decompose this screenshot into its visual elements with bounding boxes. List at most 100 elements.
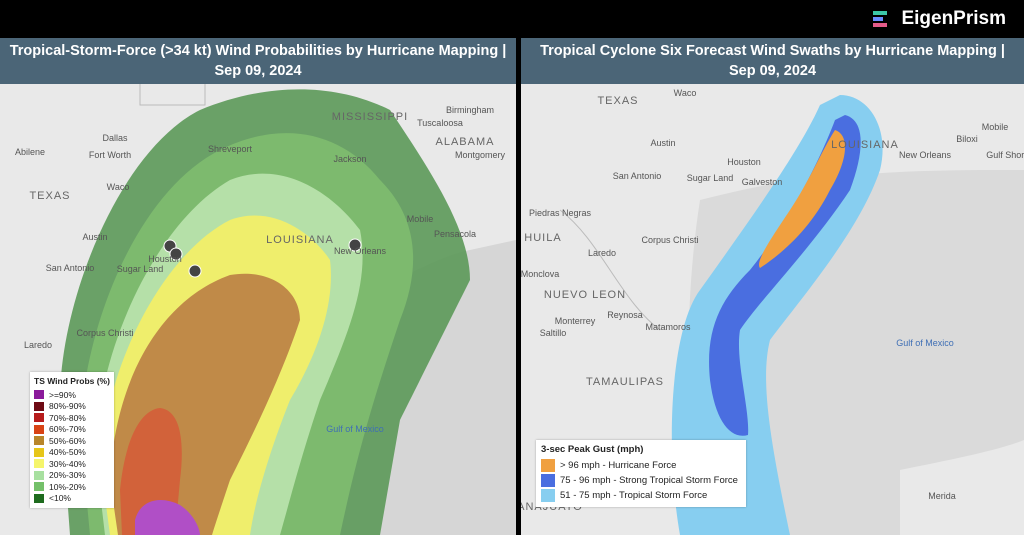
place-label: New Orleans — [899, 150, 952, 160]
map: Dallas Fort Worth Abilene TEXAS Waco Austin Sa… — [0, 84, 516, 535]
left-panel: Tropical-Storm-Force (>34 kt) Wind Proba… — [0, 38, 516, 535]
place-label: Fort Worth — [89, 150, 131, 160]
place-label: TEXAS — [29, 190, 70, 202]
place-label: Monterrey — [555, 316, 596, 326]
legend-label: > 96 mph - Hurricane Force — [560, 460, 677, 471]
legend: 3-sec Peak Gust (mph) > 96 mph - Hurrica… — [536, 440, 746, 507]
legend-label: 60%-70% — [49, 424, 86, 435]
place-label: HUILA — [524, 232, 561, 244]
legend-item: 10%-20% — [34, 481, 110, 493]
legend-label: <10% — [49, 493, 71, 504]
place-label: TEXAS — [597, 95, 638, 107]
legend-swatch — [34, 401, 44, 411]
legend: TS Wind Probs (%) >=90% 80%-90% 70%-80% 60%… — [30, 372, 114, 508]
legend-label: 10%-20% — [49, 481, 86, 492]
legend-swatch — [34, 424, 44, 434]
place-label: Austin — [82, 232, 107, 242]
legend-swatch — [34, 459, 44, 469]
place-label: Houston — [727, 157, 761, 167]
legend-label: 40%-50% — [49, 447, 86, 458]
legend-label: 80%-90% — [49, 401, 86, 412]
map: TEXAS Waco Austin Houston San Antonio Sugar L… — [521, 84, 1024, 535]
logo — [873, 11, 888, 27]
legend-label: 51 - 75 mph - Tropical Storm Force — [560, 490, 708, 501]
place-label: Galveston — [742, 177, 783, 187]
place-label: Gulf of Mexico — [326, 424, 384, 434]
legend-swatch — [34, 482, 44, 492]
place-label: TAMAULIPAS — [586, 376, 664, 388]
place-label: Laredo — [588, 248, 616, 258]
place-label: LOUISIANA — [831, 139, 899, 151]
place-label: Sugar Land — [117, 264, 164, 274]
place-label: Monclova — [521, 269, 559, 279]
legend-swatch — [541, 474, 555, 487]
place-label: Sugar Land — [687, 173, 734, 183]
place-label: Laredo — [24, 340, 52, 350]
legend-label: 75 - 96 mph - Strong Tropical Storm Forc… — [560, 475, 738, 486]
place-label: Saltillo — [540, 328, 567, 338]
place-label: Pensacola — [434, 229, 476, 239]
place-label: Reynosa — [607, 310, 643, 320]
right-panel: Tropical Cyclone Six Forecast Wind Swath… — [521, 38, 1024, 535]
place-label: Austin — [650, 138, 675, 148]
place-label: San Antonio — [613, 171, 662, 181]
place-label: Dallas — [102, 133, 128, 143]
place-label: Piedras Negras — [529, 208, 592, 218]
legend-item: 80%-90% — [34, 401, 110, 413]
place-label: MISSISSIPPI — [332, 111, 408, 123]
legend-swatch — [34, 447, 44, 457]
place-label: San Antonio — [46, 263, 95, 273]
legend-swatch — [34, 413, 44, 423]
place-label: Corpus Christi — [641, 235, 698, 245]
place-label: Waco — [674, 88, 697, 98]
legend-swatch — [34, 470, 44, 480]
legend-title: 3-sec Peak Gust (mph) — [541, 444, 644, 455]
legend-label: 20%-30% — [49, 470, 86, 481]
place-label: Houston — [148, 254, 182, 264]
place-label: Shreveport — [208, 144, 253, 154]
place-label: Biloxi — [956, 134, 978, 144]
place-label: Abilene — [15, 147, 45, 157]
legend-item: 51 - 75 mph - Tropical Storm Force — [541, 488, 741, 503]
legend-swatch — [34, 436, 44, 446]
place-label: Mobile — [982, 122, 1009, 132]
place-label: Corpus Christi — [76, 328, 133, 338]
legend-item: <10% — [34, 493, 110, 505]
place-label: Jackson — [333, 154, 366, 164]
place-label: Tuscaloosa — [417, 118, 463, 128]
legend-item: 30%-40% — [34, 458, 110, 470]
legend-item: 40%-50% — [34, 447, 110, 459]
place-label: NUEVO LEON — [544, 289, 626, 301]
legend-swatch — [34, 493, 44, 503]
place-label: Gulf of Mexico — [896, 338, 954, 348]
brand: EigenPrism — [873, 8, 1006, 30]
legend-swatch — [34, 390, 44, 400]
place-label: ALABAMA — [436, 136, 495, 148]
legend-item: 20%-30% — [34, 470, 110, 482]
place-label: Montgomery — [455, 150, 506, 160]
place-label: Gulf Shores — [986, 150, 1024, 160]
legend-item: 70%-80% — [34, 412, 110, 424]
legend-item: 60%-70% — [34, 424, 110, 436]
place-label: Mobile — [407, 214, 434, 224]
panel-title: Tropical-Storm-Force (>34 kt) Wind Proba… — [0, 38, 516, 84]
place-label: Merida — [928, 491, 956, 501]
legend-label: 50%-60% — [49, 435, 86, 446]
place-label: Birmingham — [446, 105, 494, 115]
panel-title: Tropical Cyclone Six Forecast Wind Swath… — [521, 38, 1024, 84]
legend-label: >=90% — [49, 389, 76, 400]
legend-swatch — [541, 459, 555, 472]
top-bar: EigenPrism — [0, 0, 1024, 38]
place-label: LOUISIANA — [266, 234, 334, 246]
legend-title: TS Wind Probs (%) — [34, 376, 110, 386]
brand-name: EigenPrism — [901, 8, 1006, 29]
place-label: New Orleans — [334, 246, 387, 256]
place-label: Waco — [107, 182, 130, 192]
legend-item: >=90% — [34, 389, 110, 401]
legend-item: 75 - 96 mph - Strong Tropical Storm Forc… — [541, 473, 741, 488]
legend-item: 50%-60% — [34, 435, 110, 447]
place-label: Matamoros — [645, 322, 691, 332]
legend-label: 30%-40% — [49, 458, 86, 469]
legend-item: > 96 mph - Hurricane Force — [541, 458, 741, 473]
